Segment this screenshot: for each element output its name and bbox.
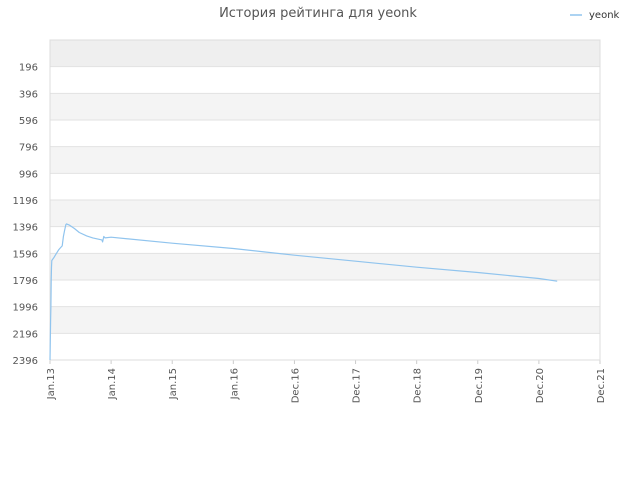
x-tick-label: Dec.21 [596,368,607,403]
y-tick-label: 1196 [13,196,38,207]
x-tick-label: Jan.15 [168,368,179,400]
plot-band [50,280,600,307]
plot-band [50,333,600,360]
y-tick-label: 196 [19,63,38,74]
y-tick-label: 996 [19,169,38,180]
plot-band [50,173,600,200]
x-tick-label: Dec.20 [535,368,546,403]
plot-band [50,120,600,147]
plot-border [49,39,601,361]
x-tick-label: Jan.13 [46,368,57,400]
y-axis-ticks: 196 396 596 796 996 1196 1396 1596 1796 1996 2196 2… [13,63,38,367]
x-tick-label: Dec.17 [352,368,363,403]
plot-band [50,40,600,67]
plot-bands [50,40,600,360]
y-tick-label: 1796 [13,276,38,287]
plot-band [50,146,600,174]
legend: yeonk [570,10,620,21]
x-tick-label: Dec.18 [413,368,424,403]
y-tick-label: 2196 [13,329,38,340]
series-line-yeonk [49,223,558,361]
grid [50,66,600,361]
x-axis-ticks: Jan.13 Jan.14 Jan.15 Jan.16 Dec.16 Dec.17 Dec.… [46,360,607,403]
y-tick-label: 1396 [13,223,38,234]
y-tick-label: 2396 [13,356,38,367]
x-tick-label: Dec.19 [474,368,485,403]
plot-band [50,306,600,334]
y-tick-label: 1596 [13,249,38,260]
x-tick-label: Jan.14 [107,368,118,400]
y-tick-label: 796 [19,143,38,154]
chart-title: История рейтинга для yeonk [219,6,417,21]
plot-band [50,200,600,227]
y-tick-label: 596 [19,116,38,127]
x-tick-label: Dec.16 [290,368,301,403]
plot-band [50,226,600,254]
plot-band [50,66,600,94]
x-tick-label: Jan.16 [229,368,240,400]
legend-label: yeonk [589,10,620,21]
y-tick-label: 396 [19,89,38,100]
plot-band [50,93,600,120]
y-tick-label: 1996 [13,303,38,314]
series-layer [49,223,558,361]
